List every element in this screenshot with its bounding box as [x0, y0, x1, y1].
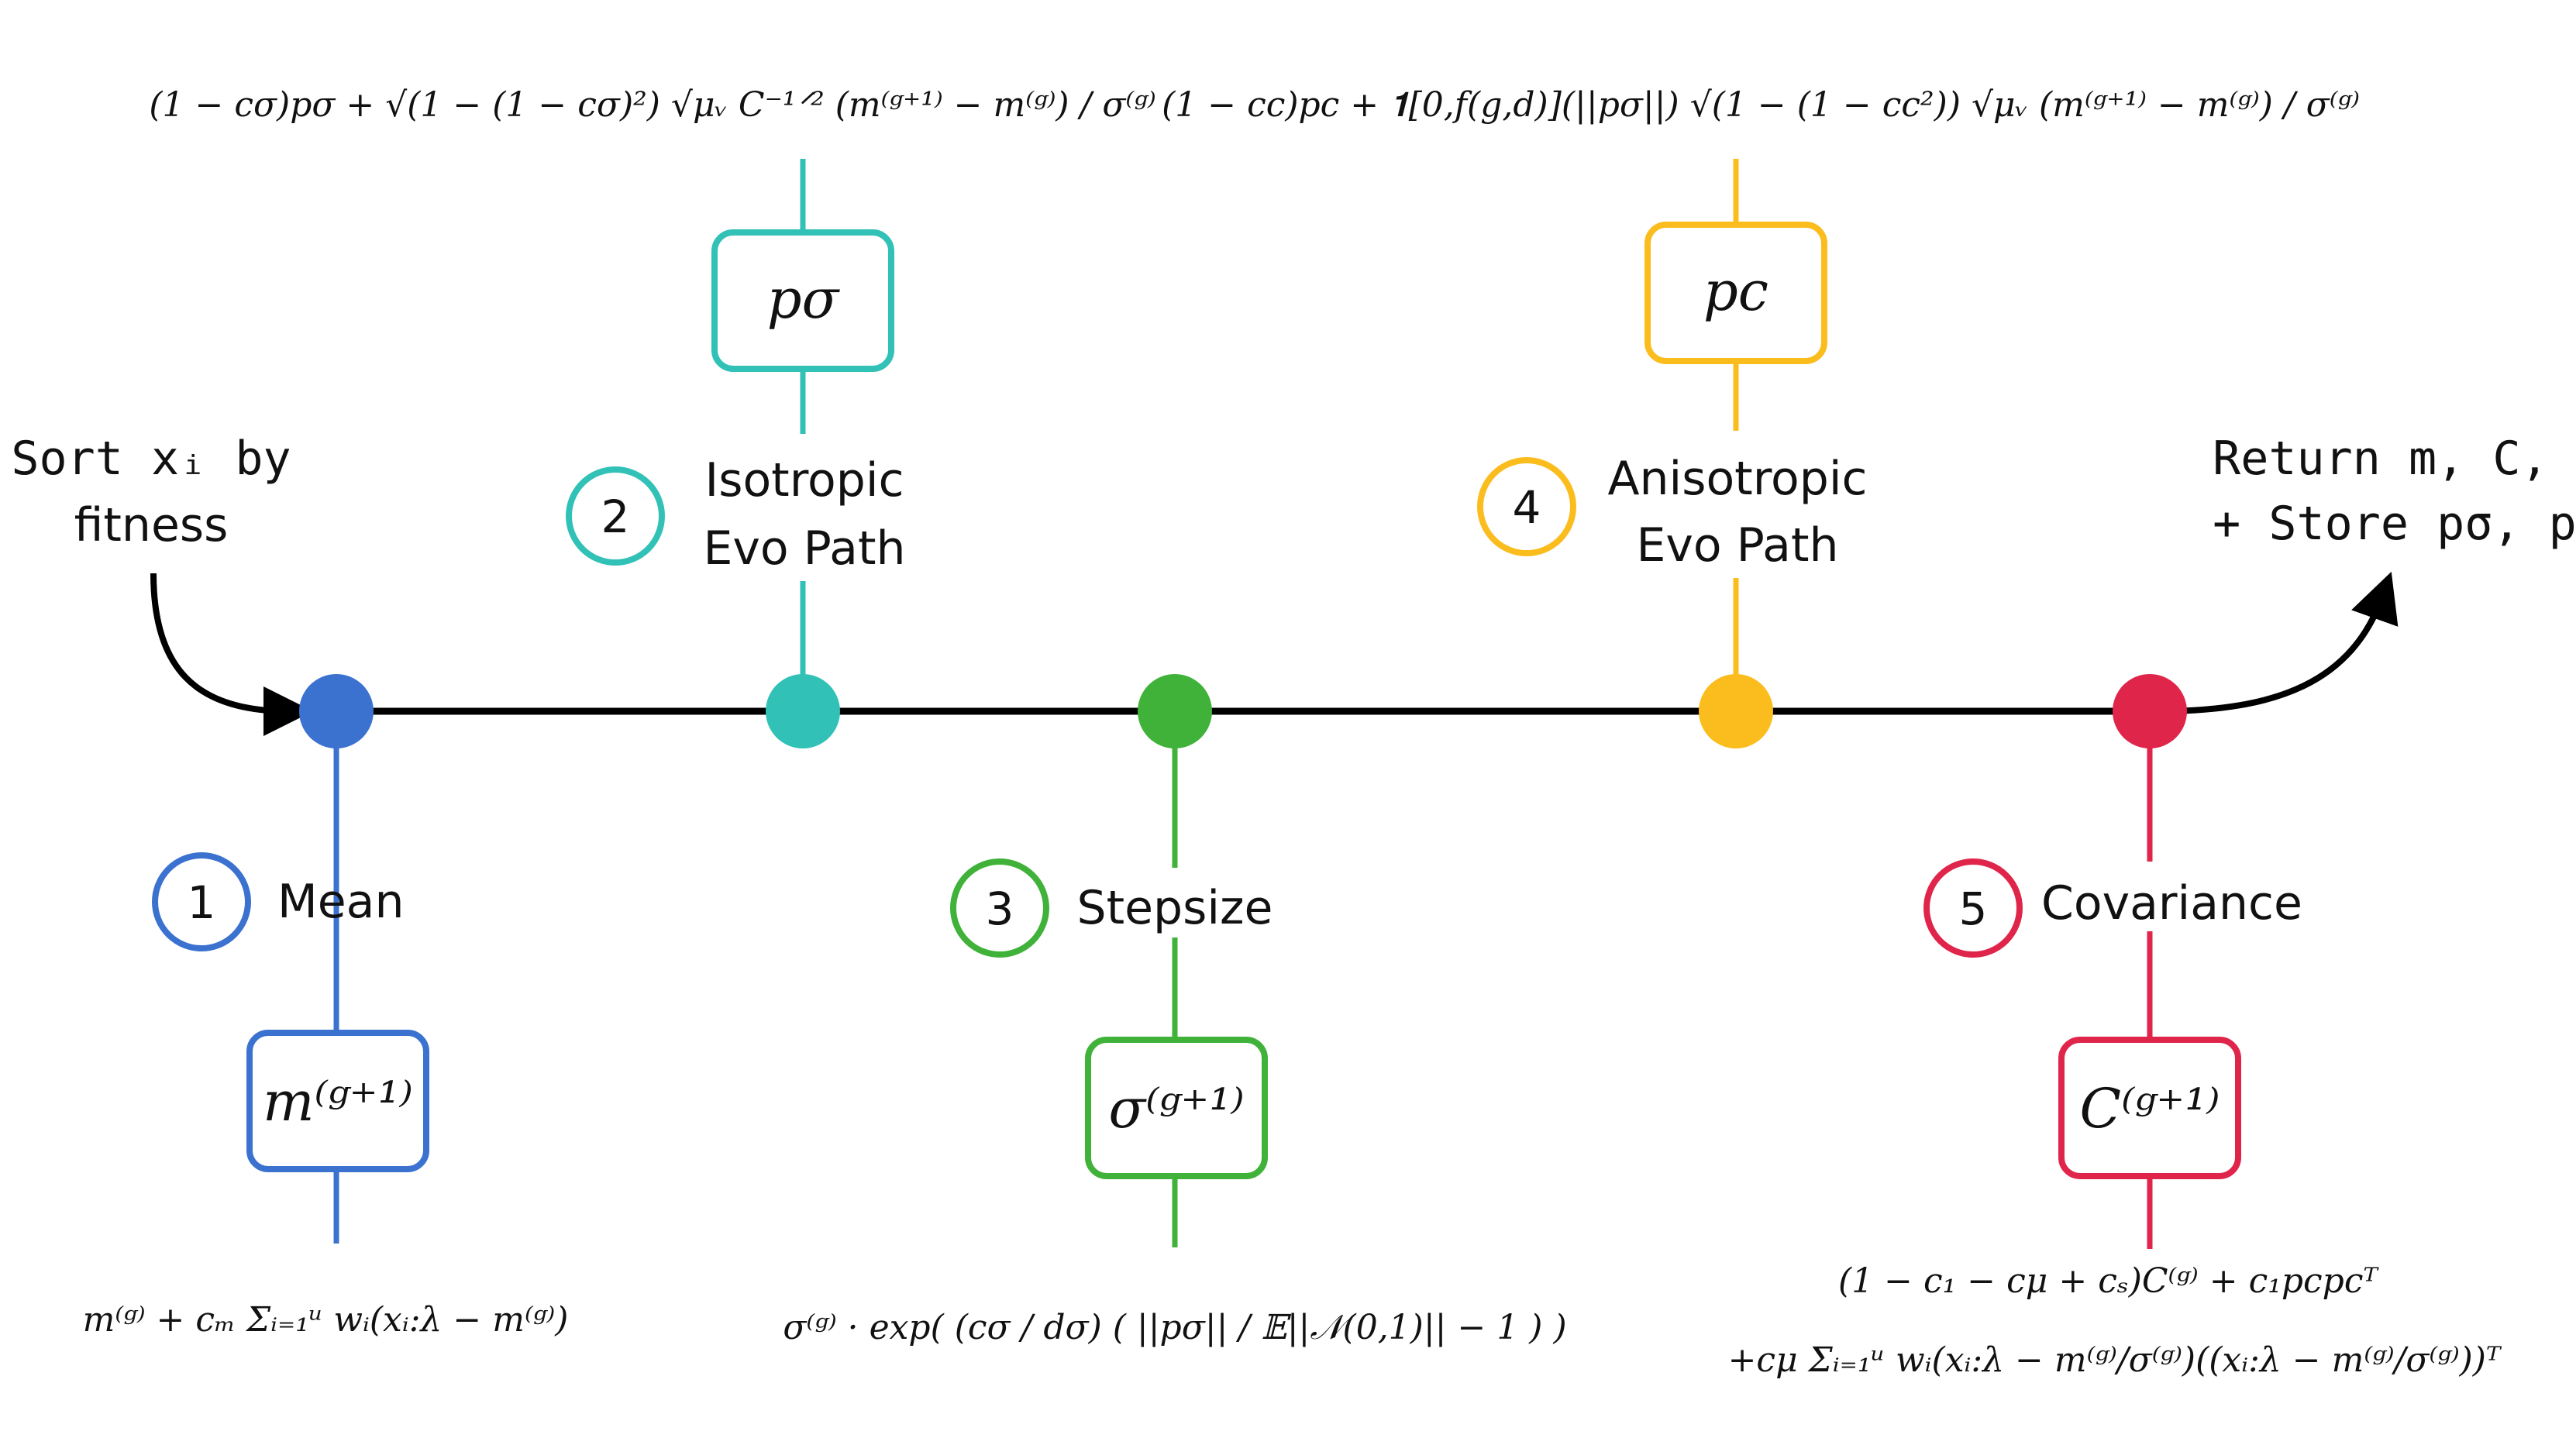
formula-line1: (1 − c₁ − cμ + cₛ)C⁽ᵍ⁾ + c₁pcpcᵀ: [1838, 1261, 2379, 1301]
symbol-box: [1644, 222, 1827, 364]
step-name-line2: Evo Path: [703, 521, 905, 576]
symbol: m⁽ᵍ⁺¹⁾: [263, 1070, 413, 1134]
entry-arrow: [150, 573, 313, 736]
formula: σ⁽ᵍ⁾ · exp( (cσ / dσ) ( ||pσ|| / 𝔼||𝒩(0,…: [783, 1308, 1566, 1347]
stepsize-node: [1138, 674, 1212, 748]
step-number: 5: [1959, 882, 1988, 935]
step-number: 2: [601, 490, 630, 543]
step-name: Stepsize: [1077, 881, 1273, 935]
step-number-circle: [566, 466, 665, 566]
exit-arrow: [2157, 571, 2399, 714]
symbol-box: [1085, 1037, 1268, 1179]
covariance-node: [2113, 674, 2187, 748]
step-stepsize: 3 Stepsize σ⁽ᵍ⁺¹⁾ σ⁽ᵍ⁾ · exp( (cσ / dσ) …: [783, 674, 1567, 1347]
start-label-line1: Sort xᵢ by: [11, 432, 291, 486]
formula: (1 − cc)pc + 𝟏[0,f(g,d)](||pσ||) √(1 − (…: [1162, 85, 2360, 125]
symbol: C⁽ᵍ⁺¹⁾: [2080, 1077, 2220, 1140]
formula-line2: +cμ Σᵢ₌₁ᵘ wᵢ(xᵢ:λ − m⁽ᵍ⁾/σ⁽ᵍ⁾)((xᵢ:λ − m…: [1728, 1340, 2502, 1380]
start-label-line2: fitness: [74, 498, 229, 552]
formula: (1 − cσ)pσ + √(1 − (1 − cσ)²) √μᵥ C⁻¹ᐟ² …: [149, 85, 1155, 125]
symbol-box: [246, 1030, 429, 1172]
isotropic-node: [766, 674, 840, 748]
end-label-line1: Return m, C, σ: [2213, 432, 2576, 486]
step-number: 3: [986, 882, 1014, 935]
symbol: σ⁽ᵍ⁺¹⁾: [1108, 1077, 1244, 1140]
step-covariance: 5 Covariance C⁽ᵍ⁺¹⁾ (1 − c₁ − cμ + cₛ)C⁽…: [1728, 674, 2502, 1380]
step-number: 1: [188, 876, 216, 929]
formula: m⁽ᵍ⁾ + cₘ Σᵢ₌₁ᵘ wᵢ(xᵢ:λ − m⁽ᵍ⁾): [83, 1300, 569, 1340]
symbol: pσ: [767, 267, 841, 331]
step-number-circle: [1477, 457, 1576, 556]
step-name: Mean: [277, 875, 404, 929]
mean-node: [299, 674, 374, 748]
step-name-line1: Anisotropic: [1607, 452, 1867, 506]
step-number: 4: [1513, 481, 1541, 534]
step-mean: 1 Mean m⁽ᵍ⁺¹⁾ m⁽ᵍ⁾ + cₘ Σᵢ₌₁ᵘ wᵢ(xᵢ:λ − …: [83, 674, 569, 1340]
step-anisotropic-path: pc 4 Anisotropic Evo Path (1 − cc)pc + 𝟏…: [1162, 85, 2360, 748]
step-number-circle: [950, 858, 1049, 958]
step-number-circle: [1923, 858, 2023, 958]
anisotropic-node: [1699, 674, 1773, 748]
symbol-box: [2058, 1037, 2241, 1179]
step-name: Covariance: [2041, 876, 2302, 931]
step-number-circle: [152, 852, 251, 951]
step-isotropic-path: pσ 2 Isotropic Evo Path (1 − cσ)pσ + √(1…: [149, 85, 1156, 748]
step-name-line1: Isotropic: [705, 453, 904, 507]
symbol: pc: [1703, 260, 1768, 323]
symbol-box: [711, 229, 894, 372]
end-label-line2: + Store pσ, pc: [2213, 497, 2576, 551]
step-name-line2: Evo Path: [1636, 518, 1838, 573]
